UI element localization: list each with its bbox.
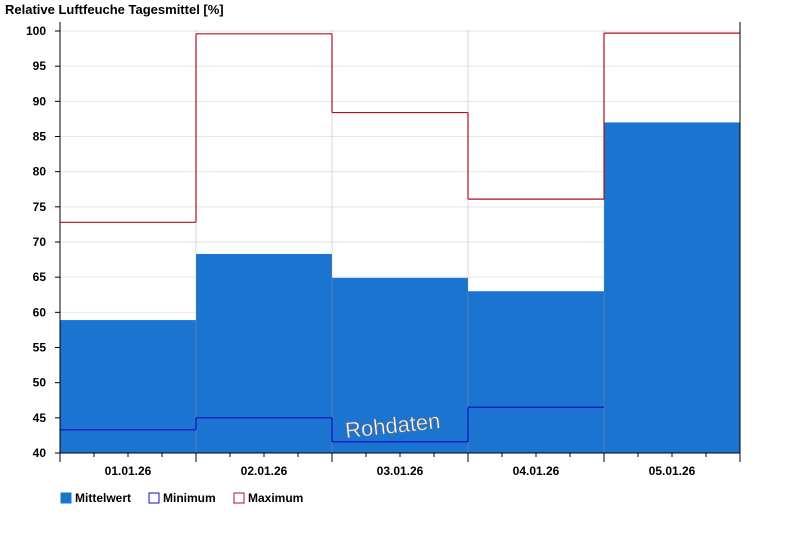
bar-mittelwert [60,320,196,453]
y-tick-label: 80 [33,165,47,179]
legend-label-minimum: Minimum [163,491,216,505]
x-tick-label: 01.01.26 [105,464,152,478]
y-axis-ticks: 40 45 50 55 60 65 70 75 80 85 90 95 100 [26,24,60,460]
y-tick-label: 40 [33,446,47,460]
minimum-steps [60,406,604,443]
x-tick-label: 02.01.26 [241,464,288,478]
x-tick-label: 03.01.26 [377,464,424,478]
legend-swatch-minimum [148,492,160,504]
y-tick-label: 75 [33,200,47,214]
x-tick-label: 05.01.26 [649,464,696,478]
legend: Mittelwert Minimum Maximum [60,491,303,505]
bar-mittelwert [196,253,332,453]
legend-label-maximum: Maximum [248,491,303,505]
y-tick-label: 55 [33,341,47,355]
bar-mittelwert [332,277,468,453]
y-tick-label: 70 [33,235,47,249]
y-tick-label: 85 [33,130,47,144]
maximum-steps [60,32,740,223]
x-axis-ticks: 01.01.26 02.01.26 03.01.26 04.01.26 05.01.26 [59,453,741,478]
y-tick-label: 65 [33,270,47,284]
legend-label-mittelwert: Mittelwert [75,491,131,505]
y-tick-label: 95 [33,59,47,73]
x-tick-label: 04.01.26 [513,464,560,478]
chart-title: Relative Luftfeuche Tagesmittel [%] [5,2,224,17]
bar-mittelwert [604,122,740,453]
y-tick-label: 60 [33,305,47,319]
y-tick-label: 50 [33,376,47,390]
legend-swatch-maximum [233,492,245,504]
y-tick-label: 90 [33,94,47,108]
mean-bars [60,30,740,453]
y-tick-label: 100 [26,24,46,38]
legend-swatch-mittelwert [60,492,72,504]
bar-mittelwert [468,291,604,453]
y-tick-label: 45 [33,411,47,425]
